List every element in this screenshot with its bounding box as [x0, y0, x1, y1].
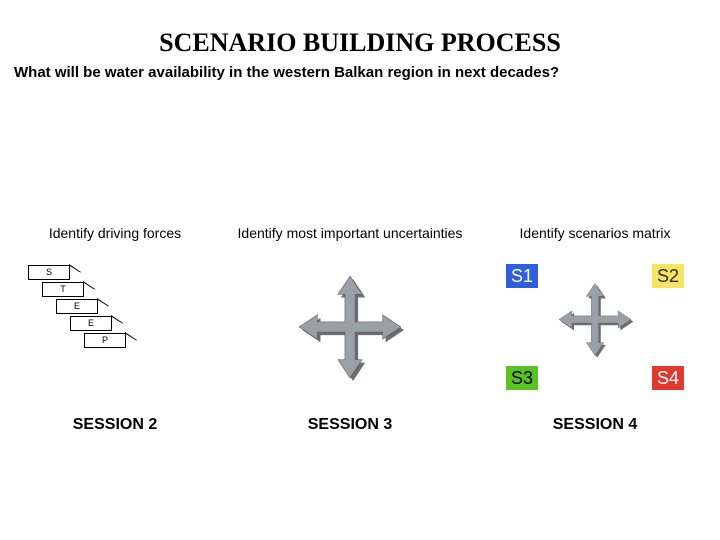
column-scenarios-matrix: Identify scenarios matrix S1 S2 S3 S4 SESSI…	[470, 210, 720, 434]
col1-heading: Identify driving forces	[49, 210, 181, 258]
steep-letter: E	[56, 299, 98, 314]
steep-arrow-s-0: S	[28, 264, 137, 281]
steep-letter: E	[70, 316, 112, 331]
col1-body: STEEP	[0, 258, 230, 408]
column-driving-forces: Identify driving forces STEEP SESSION 2	[0, 210, 230, 434]
columns-row: Identify driving forces STEEP SESSION 2 …	[0, 210, 720, 434]
col3-body: S1 S2 S3 S4	[470, 258, 720, 408]
scenario-quadrant-s4: S4	[652, 366, 684, 390]
cross-arrow-icon	[295, 272, 405, 382]
arrow-right-icon	[84, 283, 95, 297]
steep-arrow-e-2: E	[56, 298, 137, 315]
scenario-matrix: S1 S2 S3 S4	[500, 260, 690, 390]
steep-letter: T	[42, 282, 84, 297]
steep-arrow-t-1: T	[42, 281, 137, 298]
arrow-right-icon	[98, 300, 109, 314]
steep-letter: S	[28, 265, 70, 280]
scenario-quadrant-s1: S1	[506, 264, 538, 288]
steep-stack: STEEP	[28, 264, 137, 349]
scenario-quadrant-s2: S2	[652, 264, 684, 288]
steep-letter: P	[84, 333, 126, 348]
steep-arrow-e-3: E	[70, 315, 137, 332]
col3-session-label: SESSION 4	[553, 408, 637, 434]
steep-arrow-p-4: P	[84, 332, 137, 349]
col2-session-label: SESSION 3	[308, 408, 392, 434]
col2-body	[230, 258, 470, 408]
scenario-quadrant-s3: S3	[506, 366, 538, 390]
col3-heading: Identify scenarios matrix	[520, 210, 671, 258]
col2-heading: Identify most important uncertainties	[238, 210, 463, 258]
col1-session-label: SESSION 2	[73, 408, 157, 434]
arrow-right-icon	[126, 334, 137, 348]
page-title: SCENARIO BUILDING PROCESS	[0, 0, 720, 58]
page-subtitle: What will be water availability in the w…	[0, 58, 720, 81]
cross-arrow-icon	[556, 281, 634, 359]
arrow-right-icon	[70, 266, 81, 280]
uncertainties-cross-arrow	[295, 272, 405, 387]
matrix-cross-arrow	[556, 281, 634, 364]
column-uncertainties: Identify most important uncertainties SE…	[230, 210, 470, 434]
arrow-right-icon	[112, 317, 123, 331]
